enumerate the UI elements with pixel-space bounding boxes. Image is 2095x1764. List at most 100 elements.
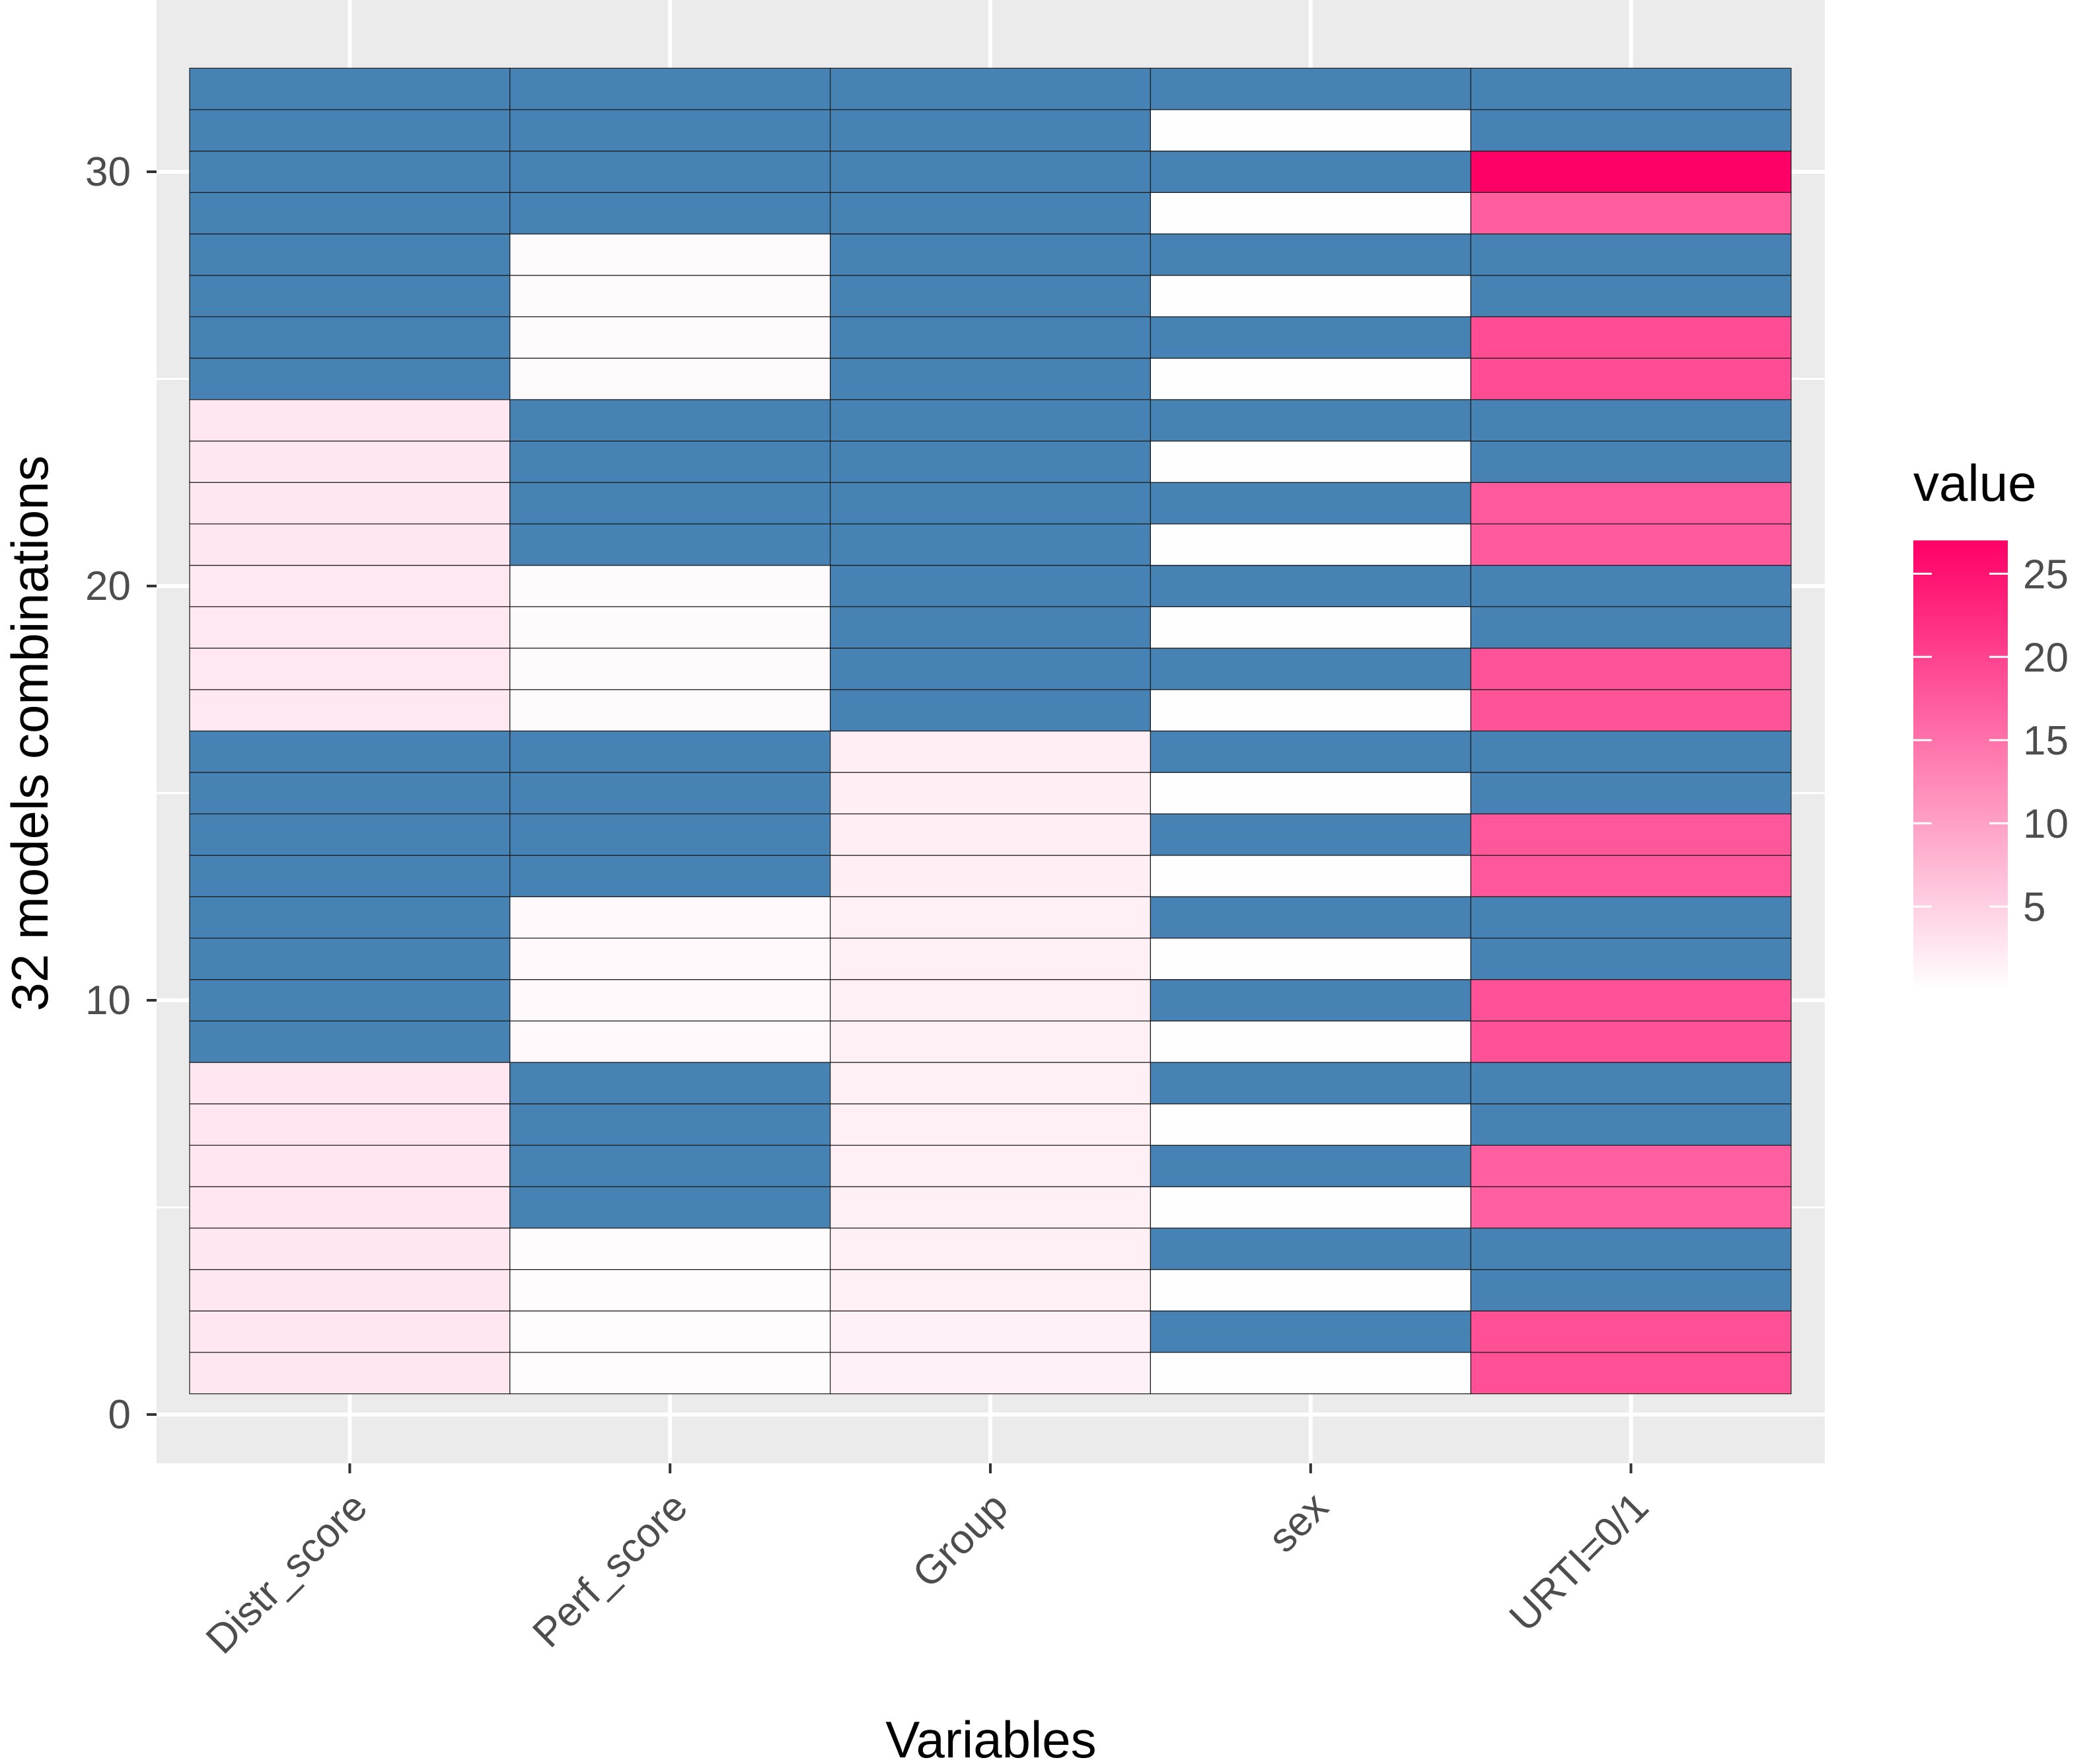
heatmap-cell — [189, 233, 511, 276]
heatmap-cell — [1150, 854, 1471, 897]
heatmap-cell — [829, 399, 1151, 442]
heatmap-cell — [1470, 151, 1792, 193]
heatmap-cell — [509, 854, 831, 897]
heatmap-cell — [1470, 357, 1792, 400]
heatmap-cell — [829, 482, 1151, 525]
heatmap-cell — [1150, 1228, 1471, 1270]
heatmap-cell — [189, 1268, 511, 1311]
heatmap-cell — [1470, 689, 1792, 732]
heatmap-cell — [509, 233, 831, 276]
heatmap-cell — [1150, 67, 1471, 110]
heatmap-cell — [509, 1186, 831, 1229]
heatmap-cell — [1470, 979, 1792, 1021]
heatmap-cell — [1470, 1186, 1792, 1229]
heatmap-cell — [189, 1228, 511, 1270]
heatmap-cell — [509, 1268, 831, 1311]
legend-colorbar — [1913, 540, 2008, 990]
legend-tick-label: 15 — [2023, 718, 2069, 764]
heatmap-cell — [509, 647, 831, 690]
legend: value 5 10 15 20 25 — [1913, 454, 2069, 990]
legend-ticks: 5 10 15 20 25 — [1913, 552, 2069, 930]
heatmap-cell — [1150, 523, 1471, 566]
heatmap-cell — [829, 440, 1151, 483]
legend-tick-label: 25 — [2023, 552, 2069, 597]
heatmap-cell — [1470, 937, 1792, 980]
heatmap-cell — [1150, 689, 1471, 732]
x-tick-label: Group — [904, 1484, 1017, 1597]
heatmap-cell — [189, 1020, 511, 1063]
heatmap-cell — [1150, 1310, 1471, 1353]
heatmap-cell — [829, 1352, 1151, 1395]
heatmap-cell — [1150, 1062, 1471, 1105]
heatmap-cell — [829, 1020, 1151, 1063]
heatmap-cells — [189, 67, 1792, 1395]
heatmap-cell — [189, 357, 511, 400]
heatmap-cell — [509, 482, 831, 525]
heatmap-cell — [1150, 1103, 1471, 1146]
heatmap-cell — [1470, 1268, 1792, 1311]
heatmap-cell — [509, 813, 831, 856]
heatmap-cell — [829, 67, 1151, 110]
heatmap-cell — [509, 109, 831, 152]
heatmap-cell — [509, 772, 831, 815]
heatmap-cell — [509, 606, 831, 649]
heatmap-cell — [189, 109, 511, 152]
heatmap-cell — [1470, 192, 1792, 235]
heatmap-cell — [189, 896, 511, 939]
heatmap-cell — [189, 1310, 511, 1353]
heatmap-cell — [829, 979, 1151, 1021]
legend-tick-label: 5 — [2023, 885, 2045, 930]
y-tick-label: 10 — [85, 978, 131, 1023]
heatmap-cell — [829, 192, 1151, 235]
heatmap-cell — [509, 979, 831, 1021]
heatmap-cell — [189, 275, 511, 318]
heatmap-cell — [1150, 979, 1471, 1021]
heatmap-cell — [189, 67, 511, 110]
y-axis-title: 32 models combinations — [1, 455, 59, 1011]
x-axis-ticks: Distr_score Perf_score Group sex URTI=0/1 — [198, 1463, 1657, 1663]
heatmap-cell — [1150, 275, 1471, 318]
heatmap-cell — [1150, 896, 1471, 939]
heatmap-cell — [829, 316, 1151, 359]
heatmap-cell — [189, 730, 511, 773]
heatmap-cell — [829, 689, 1151, 732]
heatmap-cell — [1470, 896, 1792, 939]
heatmap-cell — [829, 233, 1151, 276]
heatmap-cell — [829, 275, 1151, 318]
heatmap-cell — [1150, 151, 1471, 193]
y-tick-label: 30 — [85, 149, 131, 195]
heatmap-cell — [1150, 316, 1471, 359]
heatmap-cell — [829, 1144, 1151, 1187]
heatmap-cell — [509, 1103, 831, 1146]
heatmap-cell — [829, 1228, 1151, 1270]
heatmap-cell — [1150, 1186, 1471, 1229]
heatmap-cell — [509, 151, 831, 193]
heatmap-cell — [509, 896, 831, 939]
x-tick-label: sex — [1260, 1484, 1337, 1561]
heatmap-cell — [829, 1103, 1151, 1146]
heatmap-cell — [1150, 606, 1471, 649]
heatmap-cell — [829, 151, 1151, 193]
heatmap-cell — [1470, 1352, 1792, 1395]
heatmap-cell — [1470, 109, 1792, 152]
heatmap-cell — [829, 772, 1151, 815]
heatmap-cell — [829, 1310, 1151, 1353]
heatmap-cell — [189, 1186, 511, 1229]
heatmap-cell — [1470, 606, 1792, 649]
heatmap-cell — [189, 606, 511, 649]
heatmap-cell — [509, 275, 831, 318]
heatmap-cell — [509, 1020, 831, 1063]
heatmap-cell — [1470, 730, 1792, 773]
heatmap-cell — [1150, 730, 1471, 773]
heatmap-cell — [189, 440, 511, 483]
heatmap-cell — [189, 689, 511, 732]
heatmap-cell — [1150, 192, 1471, 235]
heatmap-cell — [509, 440, 831, 483]
heatmap-cell — [1470, 523, 1792, 566]
heatmap-cell — [1470, 440, 1792, 483]
heatmap-cell — [1150, 647, 1471, 690]
heatmap-cell — [829, 1268, 1151, 1311]
heatmap-cell — [189, 523, 511, 566]
heatmap-cell — [1470, 1144, 1792, 1187]
heatmap-cell — [829, 730, 1151, 773]
